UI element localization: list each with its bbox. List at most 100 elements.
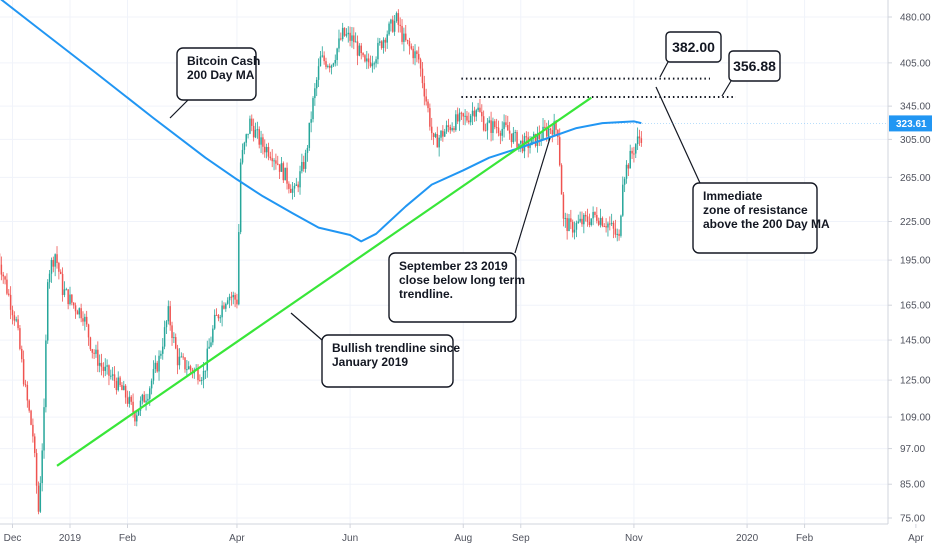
candle	[32, 418, 34, 443]
candle	[199, 374, 201, 382]
candle	[17, 315, 19, 331]
candle-body	[210, 342, 212, 347]
candle	[636, 127, 639, 151]
candle-body	[438, 137, 440, 148]
candle-body	[614, 228, 617, 235]
candle-body	[275, 160, 277, 164]
candle-body	[490, 120, 492, 133]
current-price-tag	[889, 115, 932, 132]
candle-body	[215, 314, 218, 316]
candle	[43, 398, 45, 459]
candle-body	[432, 133, 435, 137]
candle	[620, 214, 622, 238]
candle	[76, 309, 79, 315]
candle-body	[340, 38, 342, 40]
candle-body	[174, 337, 177, 349]
candle	[56, 246, 58, 269]
candle-body	[67, 289, 69, 305]
candle-body	[251, 118, 253, 126]
candle-body	[362, 53, 364, 56]
candle	[30, 409, 32, 426]
candle-body	[154, 362, 157, 370]
candle	[399, 17, 401, 33]
candle	[579, 211, 581, 223]
candle	[228, 293, 231, 309]
candle-body	[557, 129, 559, 138]
candle	[119, 375, 121, 387]
candle	[26, 381, 29, 408]
candle	[351, 26, 353, 48]
candle-body	[560, 165, 563, 195]
candle	[330, 64, 333, 75]
candle-body	[603, 226, 605, 228]
candle	[306, 144, 309, 162]
candle-body	[264, 146, 266, 153]
candle-body	[262, 137, 264, 147]
candle	[597, 217, 600, 227]
candle-body	[323, 55, 325, 62]
candle	[449, 124, 452, 134]
candle	[610, 213, 613, 227]
candle	[627, 163, 630, 177]
candle	[432, 132, 435, 145]
candle-body	[636, 136, 639, 145]
candle-body	[469, 115, 472, 123]
candle-body	[152, 369, 155, 381]
candle	[234, 292, 236, 308]
candle-body	[282, 163, 285, 181]
candle-body	[61, 273, 64, 295]
annotation-resistance-zone-leader	[655, 86, 701, 184]
candle-body	[4, 276, 6, 280]
candle	[186, 360, 188, 378]
candle-body	[63, 289, 66, 295]
candle-body	[445, 125, 448, 132]
candle-body	[594, 211, 596, 215]
candle-body	[0, 264, 3, 275]
candle-body	[477, 107, 479, 111]
candle	[245, 133, 247, 147]
candle	[443, 128, 446, 138]
x-axis: Dec 2019 Feb Apr Jun Aug Sep Nov 2020 Feb Apr	[0, 523, 924, 544]
candle-body	[217, 315, 220, 319]
candle	[0, 256, 3, 281]
y-tick-label: 165.00	[900, 301, 931, 312]
candle-body	[612, 222, 615, 229]
candle-body	[126, 397, 129, 404]
candle	[169, 300, 171, 331]
candle-body	[286, 167, 288, 184]
candle-body	[139, 400, 142, 411]
candle-body	[440, 130, 442, 138]
candle	[113, 366, 116, 388]
candle	[609, 216, 611, 231]
candle-body	[124, 385, 127, 398]
candle	[2, 271, 4, 284]
candle	[71, 294, 73, 306]
candle-body	[202, 370, 205, 380]
candle	[501, 121, 503, 142]
x-tick-label: Apr	[908, 533, 924, 544]
candle	[629, 144, 631, 169]
candle-body	[533, 133, 535, 137]
candle-body	[297, 184, 299, 188]
candle-body	[531, 136, 533, 146]
y-tick-label: 225.00	[900, 217, 931, 228]
candle	[492, 117, 494, 141]
candle-body	[269, 156, 272, 159]
candle	[213, 309, 216, 330]
candle	[596, 207, 598, 224]
candle	[11, 305, 14, 325]
candle-body	[321, 55, 324, 57]
candle-body	[104, 366, 106, 371]
candle	[462, 112, 465, 125]
y-tick-label: 85.00	[900, 480, 925, 491]
x-tick-label: 2019	[59, 533, 82, 544]
candle	[123, 380, 125, 391]
candle	[384, 37, 387, 52]
candle	[34, 433, 36, 458]
candle	[219, 314, 222, 323]
candle	[295, 177, 298, 187]
candle	[473, 106, 476, 122]
candle-body	[45, 340, 47, 408]
candle	[78, 307, 81, 319]
